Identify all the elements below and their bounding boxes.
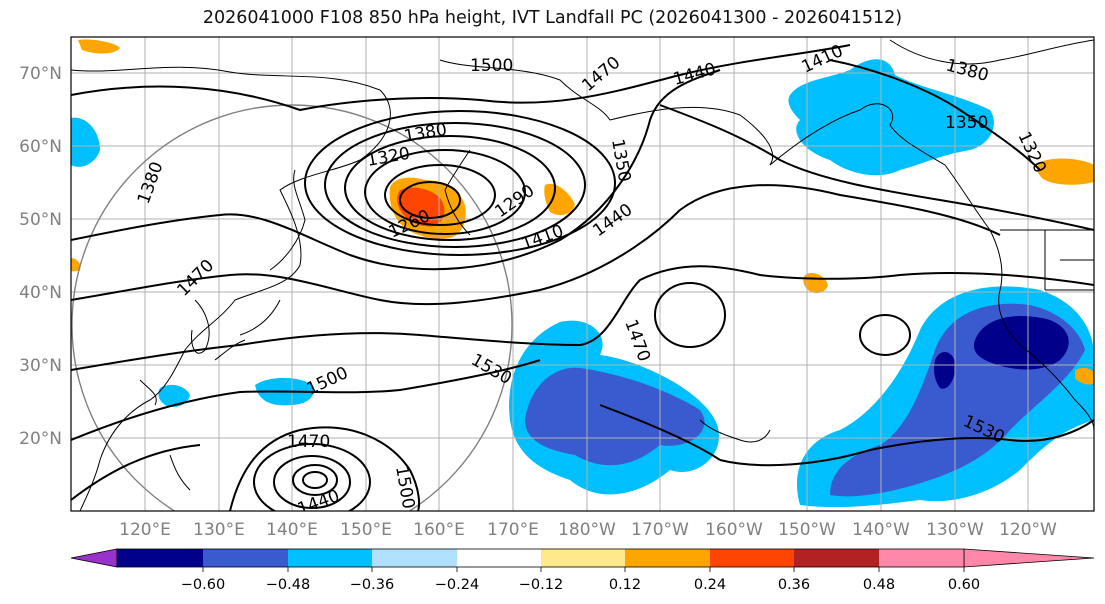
lon-label: 160°W — [705, 520, 763, 540]
lon-label: 170°E — [487, 520, 539, 540]
colorbar-segment — [117, 549, 203, 567]
colorbar-segment — [625, 549, 710, 567]
colorbar-tick-label: 0.24 — [694, 577, 726, 593]
lon-label: 140°E — [266, 520, 318, 540]
colorbar-segment — [710, 549, 794, 567]
lat-label: 70°N — [19, 64, 62, 84]
colorbar-tick-label: −0.24 — [435, 577, 479, 593]
lat-label: 50°N — [19, 210, 62, 230]
colorbar-tick-label: −0.48 — [266, 577, 310, 593]
colorbar-tick-label: −0.12 — [519, 577, 563, 593]
lon-label: 120°E — [119, 520, 171, 540]
lon-label: 160°E — [413, 520, 465, 540]
colorbar-tick-label: −0.60 — [181, 577, 225, 593]
height-contours — [71, 44, 1094, 511]
lon-label: 130°E — [193, 520, 245, 540]
lat-label: 40°N — [19, 283, 62, 303]
gridlines — [71, 37, 1094, 511]
map-frame — [70, 36, 1095, 512]
colorbar-extend-right — [963, 548, 1095, 568]
lon-label: 170°W — [631, 520, 689, 540]
colorbar-tick-label: 0.48 — [863, 577, 895, 593]
contour-label: 1470 — [287, 432, 330, 452]
coastlines — [71, 39, 1094, 511]
colorbar-segment — [372, 549, 457, 567]
colorbar-tick-label: 0.12 — [609, 577, 641, 593]
lat-label: 60°N — [19, 137, 62, 157]
contour-label: 1350 — [945, 113, 988, 133]
lon-label: 130°W — [926, 520, 984, 540]
colorbar-tick-label: 0.60 — [948, 577, 980, 593]
ivt-shading — [71, 39, 1094, 508]
colorbar-segment — [457, 549, 541, 567]
colorbar: −0.60 −0.48 −0.36 −0.24 −0.12 0.12 0.24 … — [70, 548, 1095, 593]
contour-label: 1500 — [470, 56, 513, 76]
colorbar-tick-label: 0.36 — [778, 577, 810, 593]
latitude-labels: 70°N 60°N 50°N 40°N 30°N 20°N — [19, 64, 62, 449]
colorbar-segment — [879, 549, 964, 567]
colorbar-segment — [541, 549, 625, 567]
colorbar-segment — [288, 549, 372, 567]
lon-label: 140°W — [852, 520, 910, 540]
colorbar-segment — [203, 549, 288, 567]
lon-label: 180°W — [558, 520, 616, 540]
colorbar-segment — [794, 549, 879, 567]
figure-title: 2026041000 F108 850 hPa height, IVT Land… — [202, 8, 903, 28]
colorbar-tick-label: −0.36 — [350, 577, 394, 593]
lat-label: 20°N — [19, 429, 62, 449]
longitude-labels: 120°E 130°E 140°E 150°E 160°E 170°E 180°… — [119, 520, 1057, 540]
range-circle — [71, 104, 513, 511]
lon-label: 120°W — [999, 520, 1057, 540]
lon-label: 150°W — [778, 520, 836, 540]
lon-label: 150°E — [340, 520, 392, 540]
colorbar-extend-left — [70, 548, 118, 568]
lat-label: 30°N — [19, 356, 62, 376]
